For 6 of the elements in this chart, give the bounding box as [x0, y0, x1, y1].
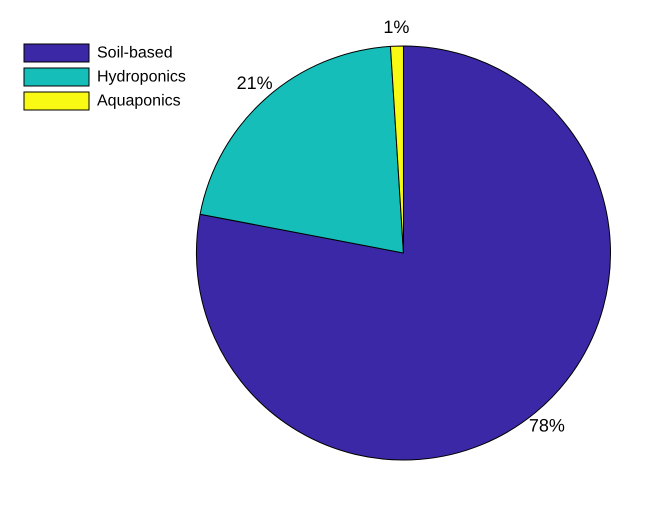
data-label: 21% [236, 73, 273, 94]
legend-label: Hydroponics [97, 68, 186, 86]
data-label: 78% [528, 415, 565, 436]
data-label: 1% [383, 17, 410, 38]
legend-label: Soil-based [97, 44, 173, 62]
legend-label: Aquaponics [97, 92, 181, 110]
